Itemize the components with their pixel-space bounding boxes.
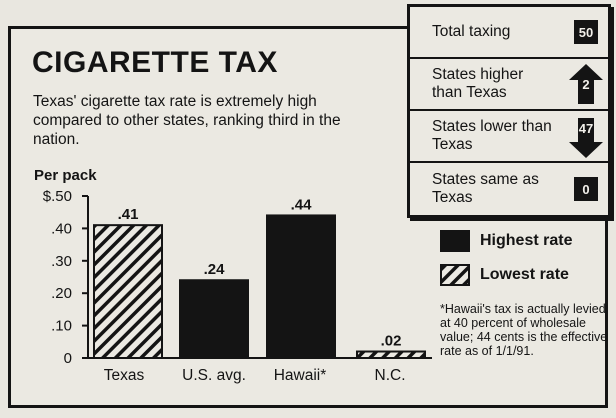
stats-box: Total taxing 50 States higher than Texas… [407,4,611,218]
stat-states-lower: States lower than Texas 47 [410,111,608,163]
legend-swatch-solid [440,230,470,252]
y-tick-label: .30 [51,253,72,270]
x-tick-label: N.C. [375,367,406,384]
stat-label: States same as Texas [432,171,539,206]
y-tick-label: .20 [51,285,72,302]
chart-title: CIGARETTE TAX [32,46,278,79]
stat-states-same: States same as Texas 0 [410,163,608,215]
stat-total-taxing: Total taxing 50 [410,7,608,59]
stat-value-badge: 0 [574,177,598,201]
x-tick-label: Hawaii* [274,367,327,384]
stat-value: 47 [578,121,594,136]
bar-3 [266,214,336,359]
stat-label: States higher than Texas [432,66,524,101]
x-tick-label: U.S. avg. [182,367,246,384]
bar-2 [179,279,249,359]
arrow-up-icon [569,64,603,104]
legend-highest: Highest rate [440,230,572,252]
bar-value-label: .02 [381,333,402,350]
y-tick-label: $.50 [43,188,72,205]
arrow-down-icon [569,118,603,158]
stat-label: States lower than Texas [432,118,552,153]
x-tick-label: Texas [104,367,145,384]
bar-value-label: .44 [291,196,313,213]
bar-4 [356,350,426,359]
legend-lowest: Lowest rate [440,264,569,286]
chart-subtitle: Texas' cigarette tax rate is extremely h… [33,93,341,148]
bar-value-label: .41 [118,206,139,223]
legend-swatch-hatched [440,264,470,286]
stat-label: Total taxing [432,23,511,40]
footnote: *Hawaii's tax is actually levied at 40 p… [440,302,608,358]
y-tick-label: .40 [51,220,72,237]
stat-value-badge: 50 [574,20,598,44]
legend-label: Lowest rate [480,266,569,283]
y-tick-label: 0 [64,350,72,367]
stat-states-higher: States higher than Texas 2 [410,59,608,111]
y-tick-label: .10 [51,318,72,335]
bar-1 [93,224,163,359]
stat-value: 2 [582,77,590,92]
bar-value-label: .24 [204,261,226,278]
y-axis-label: Per pack [34,167,97,184]
legend-label: Highest rate [480,232,573,249]
